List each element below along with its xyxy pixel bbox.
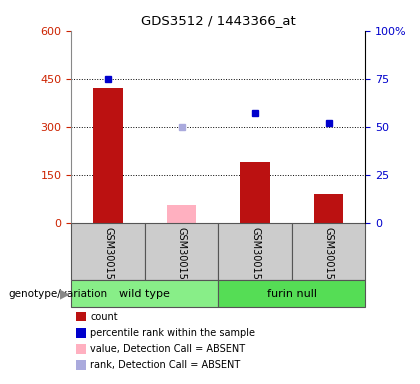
Text: GSM300156: GSM300156: [324, 227, 333, 286]
Bar: [240, 162, 270, 223]
Bar: [71, 223, 145, 280]
Text: percentile rank within the sample: percentile rank within the sample: [90, 328, 255, 338]
Text: value, Detection Call = ABSENT: value, Detection Call = ABSENT: [90, 344, 245, 354]
Bar: [94, 88, 123, 223]
Bar: [218, 223, 292, 280]
Bar: [292, 223, 365, 280]
Text: GSM300154: GSM300154: [177, 227, 186, 286]
Bar: [71, 280, 218, 307]
Text: count: count: [90, 312, 118, 322]
Title: GDS3512 / 1443366_at: GDS3512 / 1443366_at: [141, 14, 296, 27]
Text: GSM300153: GSM300153: [103, 227, 113, 286]
Bar: [314, 194, 344, 223]
Text: genotype/variation: genotype/variation: [8, 289, 108, 299]
Text: wild type: wild type: [119, 289, 171, 299]
Text: ▶: ▶: [60, 287, 70, 300]
Bar: [218, 280, 365, 307]
Text: furin null: furin null: [267, 289, 317, 299]
Bar: [167, 205, 197, 223]
Text: rank, Detection Call = ABSENT: rank, Detection Call = ABSENT: [90, 360, 241, 370]
Bar: [145, 223, 218, 280]
Text: GSM300155: GSM300155: [250, 227, 260, 286]
